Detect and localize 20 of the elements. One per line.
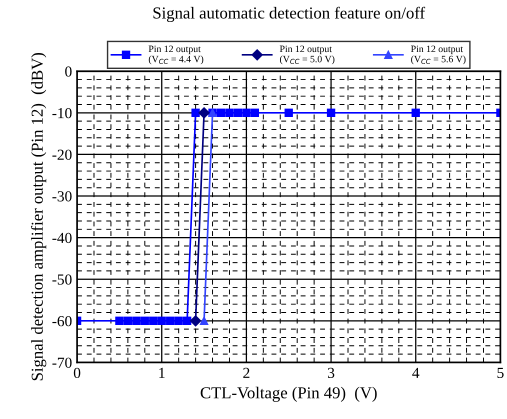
x-tick-label: 1 [159,368,165,378]
x-tick-label: 5 [497,368,504,378]
y-tick-label: -20 [52,150,72,160]
legend-label: Pin 12 output (V$_{CC}$ = 4.4 V) [148,46,204,64]
x-tick-label: 4 [412,368,420,378]
legend-label: Pin 12 output (V$_{CC}$ = 5.0 V) [280,46,334,64]
legend-label: Pin 12 output (V$_{CC}$ = 5.6 V) [410,46,466,64]
x-tick-label: 3 [328,368,334,378]
y-tick-label: -70 [52,358,72,368]
y-tick-label: 0 [65,66,72,77]
y-axis-title: Signal detection amplifier output (Pin 12) (dBV) [30,53,46,380]
y-tick-label: -30 [52,191,72,202]
x-axis-title: CTL-Voltage (Pin 49) (V) [200,386,377,402]
y-tick-label: -40 [52,232,72,244]
x-tick-label: 2 [243,368,250,378]
chart-title: Signal automatic detection feature on/off [153,6,426,22]
y-tick-label: -60 [52,316,72,326]
y-tick-label: -10 [52,108,72,118]
x-tick-label: 0 [74,368,80,378]
y-tick-label: -50 [52,274,72,285]
